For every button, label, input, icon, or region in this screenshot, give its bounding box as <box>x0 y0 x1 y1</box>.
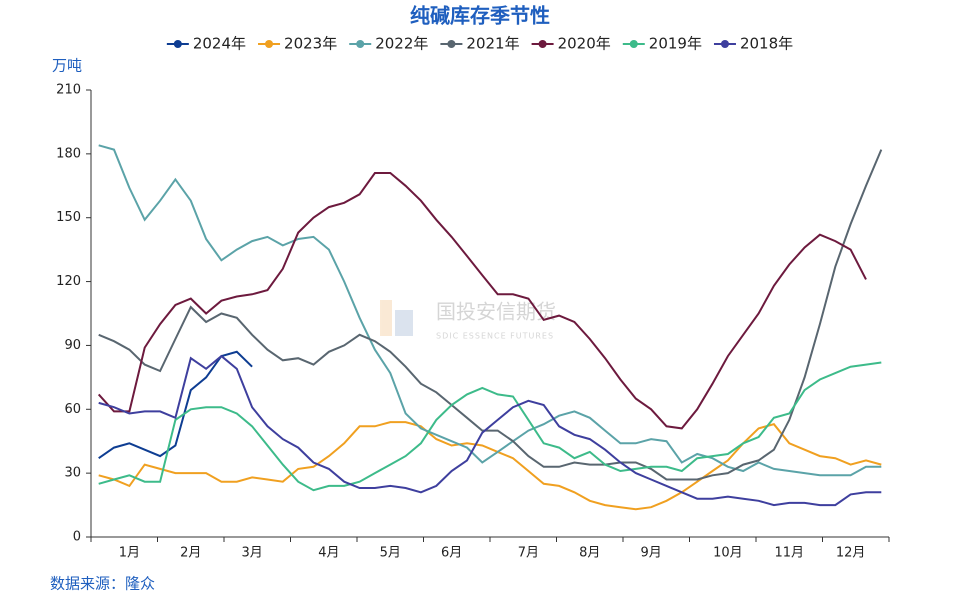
legend-marker <box>538 40 547 48</box>
x-tick-label: 10月 <box>713 546 743 561</box>
x-tick-label: 8月 <box>579 546 600 561</box>
x-tick-label: 7月 <box>518 546 539 561</box>
series-line <box>97 172 867 430</box>
legend-marker <box>265 40 274 48</box>
x-tick-label: 11月 <box>774 546 804 561</box>
y-tick-label: 120 <box>56 274 81 289</box>
legend-label: 2023年 <box>284 35 337 53</box>
x-tick-label: 2月 <box>180 546 201 561</box>
y-tick-label: 0 <box>73 530 81 545</box>
legend-marker <box>629 40 638 48</box>
series-line <box>98 361 882 492</box>
x-tick-label: 5月 <box>380 546 401 561</box>
legend-marker <box>356 40 365 48</box>
watermark: 国投安信期货 SDIC ESSENCE FUTURES <box>380 300 556 341</box>
y-tick-label: 210 <box>56 83 81 98</box>
legend-label: 2020年 <box>558 35 611 53</box>
y-tick-label: 60 <box>64 402 81 417</box>
series-line <box>98 354 882 507</box>
logo-shape <box>380 300 392 336</box>
legend-label: 2021年 <box>466 35 519 53</box>
y-tick-label: 30 <box>64 466 81 481</box>
chart-title: 纯碱库存季节性 <box>410 4 550 28</box>
x-tick-label: 4月 <box>318 546 339 561</box>
legend-label: 2018年 <box>740 35 793 53</box>
watermark-subtitle: SDIC ESSENCE FUTURES <box>436 332 554 341</box>
x-tick-label: 1月 <box>119 546 140 561</box>
x-tick-label: 12月 <box>836 546 866 561</box>
legend-label: 2019年 <box>649 35 702 53</box>
x-tick-label: 9月 <box>640 546 661 561</box>
x-tick-label: 3月 <box>241 546 262 561</box>
legend-label: 2022年 <box>375 35 428 53</box>
legend-label: 2024年 <box>193 35 246 53</box>
legend-marker <box>447 40 456 48</box>
y-tick-label: 90 <box>64 338 81 353</box>
watermark-name: 国投安信期货 <box>436 300 556 324</box>
series-line <box>98 350 253 460</box>
series-line <box>98 149 883 481</box>
source-note: 数据来源：隆众 <box>50 575 155 593</box>
logo-shape <box>395 310 413 336</box>
series-line <box>98 421 882 511</box>
legend-marker <box>173 40 182 48</box>
y-axis-unit: 万吨 <box>52 57 82 75</box>
y-tick-label: 150 <box>56 210 81 225</box>
legend: 2024年 2023年 2022年 2021年 2020年 2019年 2018年 <box>166 35 793 53</box>
y-tick-label: 180 <box>56 146 81 161</box>
legend-marker <box>720 40 729 48</box>
series-line <box>98 144 882 477</box>
x-tick-label: 6月 <box>441 546 462 561</box>
